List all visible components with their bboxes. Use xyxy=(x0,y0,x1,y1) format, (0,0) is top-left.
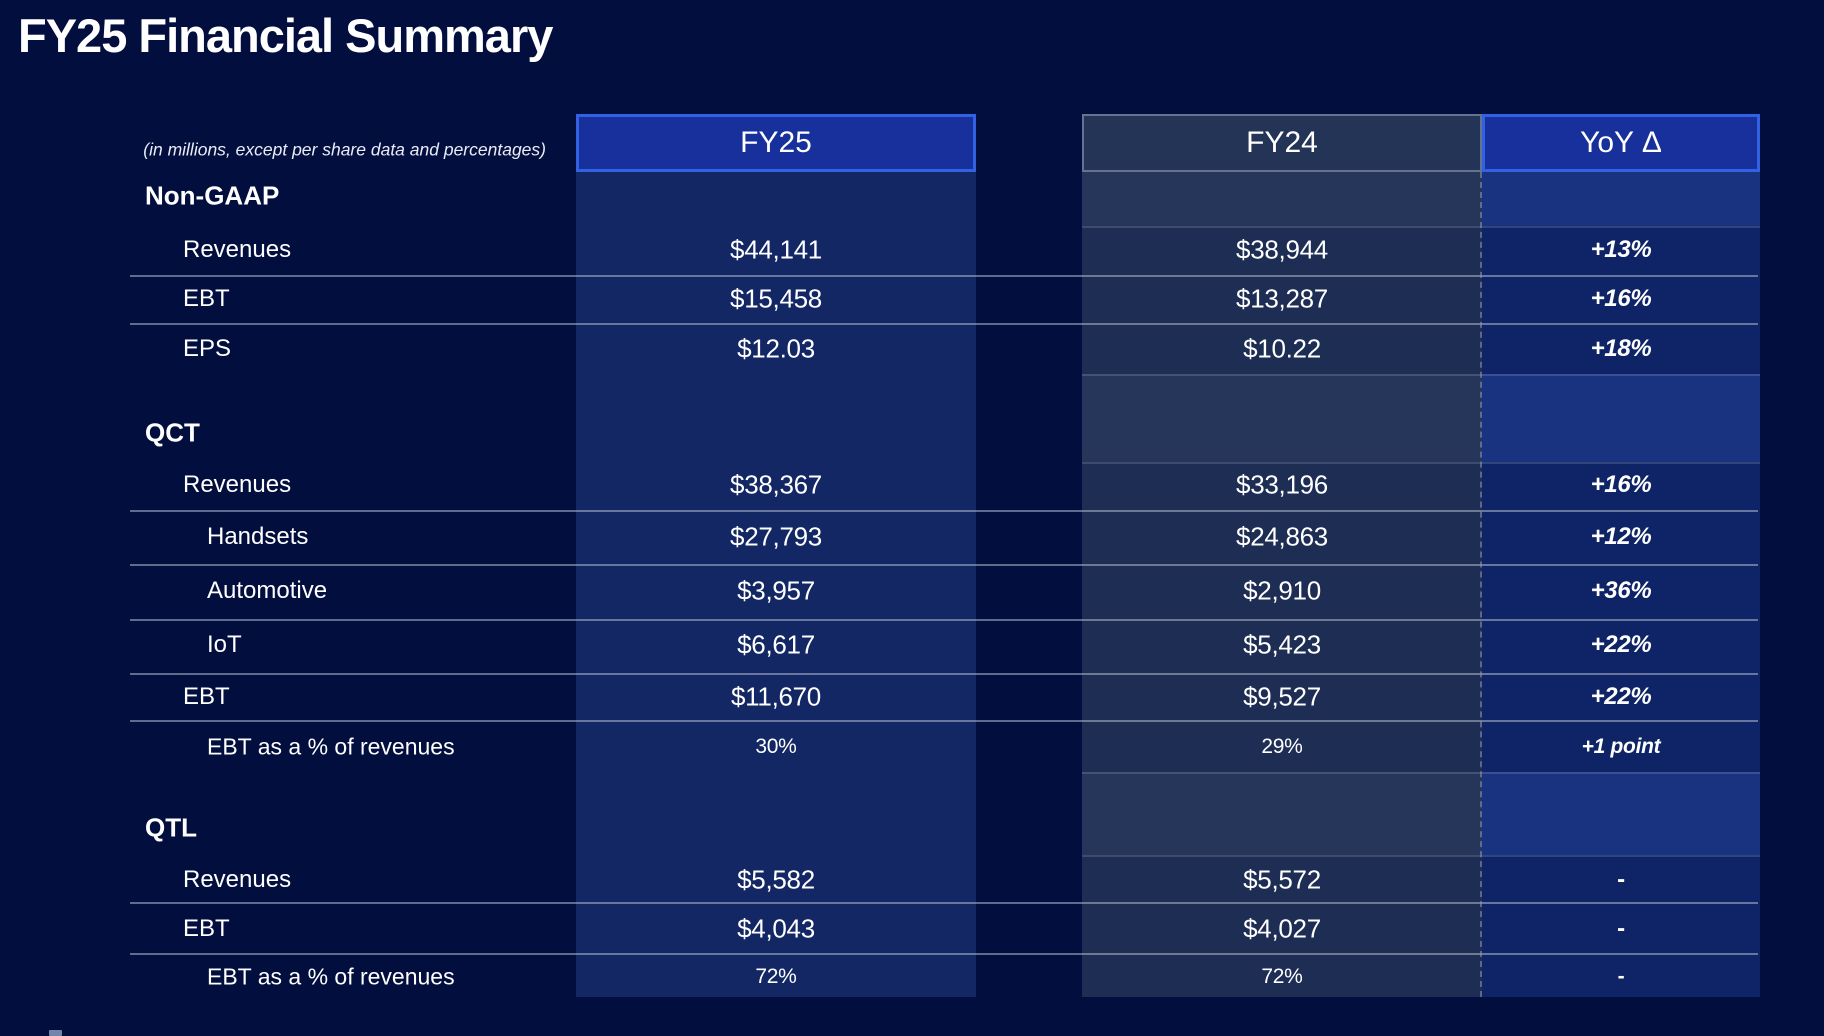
column-header-fy24: FY24 xyxy=(1082,114,1482,172)
column-fy25-background xyxy=(576,172,976,997)
column-fy24-background xyxy=(1082,172,1482,997)
section-band-yoy xyxy=(1482,172,1760,226)
cell-fy24: $9,527 xyxy=(1243,681,1321,712)
cell-fy24: $13,287 xyxy=(1236,283,1328,314)
row-separator xyxy=(130,673,1758,675)
row-label: EBT xyxy=(183,683,230,710)
cell-fy24: $5,572 xyxy=(1243,864,1321,895)
row-label: EBT as a % of revenues xyxy=(207,963,455,990)
row-label: EPS xyxy=(183,335,232,362)
row-separator-faint xyxy=(1082,462,1760,464)
row-separator xyxy=(130,902,1758,904)
row-label: Automotive xyxy=(207,577,328,604)
column-yoy-background xyxy=(1482,172,1760,997)
cell-fy24: $33,196 xyxy=(1236,469,1328,500)
cell-yoy: - xyxy=(1617,915,1625,942)
row-label: Handsets xyxy=(207,523,309,550)
cell-yoy: +13% xyxy=(1590,236,1652,263)
cell-yoy: +16% xyxy=(1590,285,1652,312)
cell-fy25: $6,617 xyxy=(737,629,815,660)
cell-fy25: $3,957 xyxy=(737,575,815,606)
cell-yoy: - xyxy=(1617,866,1625,893)
cell-fy24: $2,910 xyxy=(1243,575,1321,606)
cell-fy24: 72% xyxy=(1261,965,1303,988)
cell-yoy: +36% xyxy=(1590,577,1652,604)
row-separator xyxy=(130,619,1758,621)
cell-fy25: $15,458 xyxy=(730,283,822,314)
cell-fy25: $11,670 xyxy=(731,681,821,712)
cell-yoy: +22% xyxy=(1590,683,1652,710)
row-label: Revenues xyxy=(183,471,292,498)
cell-fy25: $5,582 xyxy=(737,864,815,895)
cell-fy24: $24,863 xyxy=(1236,521,1328,552)
cell-fy24: $4,027 xyxy=(1243,913,1321,944)
row-label: EBT xyxy=(183,915,230,942)
cell-yoy: +16% xyxy=(1590,471,1652,498)
row-separator-faint xyxy=(1082,772,1760,774)
row-separator-faint xyxy=(1082,226,1760,228)
column-divider-dashed xyxy=(1480,172,1482,997)
cell-yoy: +22% xyxy=(1590,631,1652,658)
column-header-label: YoY Δ xyxy=(1580,126,1662,159)
row-separator-faint xyxy=(1082,374,1760,376)
row-label: Revenues xyxy=(183,236,292,263)
section-band-yoy xyxy=(1482,374,1760,462)
section-label: Non-GAAP xyxy=(145,180,280,211)
cell-fy24: $10.22 xyxy=(1243,333,1321,364)
cell-yoy: - xyxy=(1617,965,1625,988)
cell-fy25: $38,367 xyxy=(730,469,822,500)
cell-fy25: 30% xyxy=(755,735,797,758)
row-label: EBT xyxy=(183,285,230,312)
row-separator xyxy=(130,275,1758,277)
column-header-yoy: YoY Δ xyxy=(1482,114,1760,172)
cell-fy25: 72% xyxy=(755,965,797,988)
section-band-yoy xyxy=(1482,772,1760,855)
column-header-fy25: FY25 xyxy=(576,114,976,172)
row-separator xyxy=(130,564,1758,566)
row-separator xyxy=(130,953,1758,955)
row-label: Revenues xyxy=(183,866,292,893)
cell-yoy: +1 point xyxy=(1581,735,1661,758)
section-label: QCT xyxy=(145,417,200,448)
table-caption: (in millions, except per share data and … xyxy=(143,139,546,160)
row-separator-faint xyxy=(1082,855,1760,857)
cell-fy24: 29% xyxy=(1261,735,1303,758)
section-band-fy24 xyxy=(1082,374,1482,462)
cell-fy24: $38,944 xyxy=(1236,234,1328,265)
cell-yoy: +12% xyxy=(1590,523,1652,550)
section-band-fy24 xyxy=(1082,172,1482,226)
row-separator xyxy=(130,720,1758,722)
column-header-label: FY25 xyxy=(740,126,812,159)
row-separator xyxy=(130,323,1758,325)
section-band-fy24 xyxy=(1082,772,1482,855)
footnote-fragment xyxy=(49,1030,62,1036)
cell-fy24: $5,423 xyxy=(1243,629,1321,660)
cell-yoy: +18% xyxy=(1590,335,1652,362)
section-label: QTL xyxy=(145,812,197,843)
page-title: FY25 Financial Summary xyxy=(18,9,553,62)
row-label: IoT xyxy=(207,631,242,658)
row-separator xyxy=(130,510,1758,512)
column-header-label: FY24 xyxy=(1246,126,1318,159)
cell-fy25: $27,793 xyxy=(730,521,822,552)
cell-fy25: $44,141 xyxy=(730,234,822,265)
row-label: EBT as a % of revenues xyxy=(207,733,455,760)
cell-fy25: $4,043 xyxy=(737,913,815,944)
cell-fy25: $12.03 xyxy=(737,333,815,364)
